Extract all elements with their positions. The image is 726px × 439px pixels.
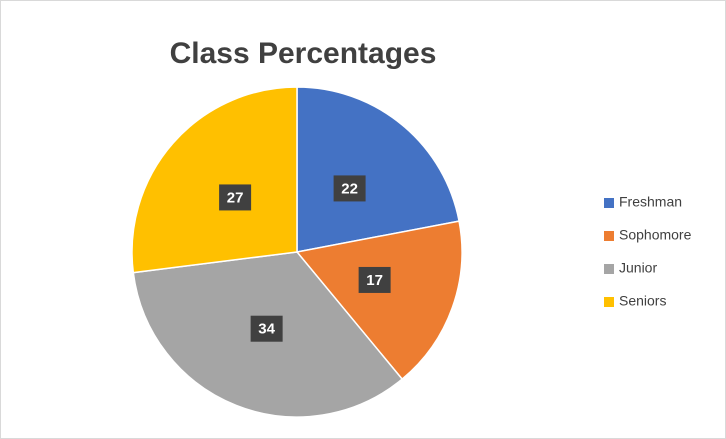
pie-slice	[296, 86, 460, 253]
chart-title: Class Percentages	[170, 37, 437, 70]
legend-swatch	[604, 264, 614, 274]
data-label: 17	[366, 272, 383, 289]
legend-label: Seniors	[619, 293, 666, 309]
data-label: 22	[341, 180, 358, 197]
data-label: 27	[227, 189, 244, 206]
data-label-box	[333, 175, 366, 202]
legend-label: Freshman	[619, 194, 682, 210]
legend-swatch	[604, 198, 614, 208]
legend-label: Junior	[619, 260, 657, 276]
pie-slice	[131, 86, 298, 274]
data-label-box	[358, 266, 391, 293]
data-label-box	[250, 315, 283, 342]
legend-label: Sophomore	[619, 227, 692, 243]
data-label-box	[219, 184, 252, 211]
pie-slice	[295, 220, 463, 381]
legend-swatch	[604, 297, 614, 307]
data-label: 34	[258, 321, 275, 338]
legend-swatch	[604, 231, 614, 241]
